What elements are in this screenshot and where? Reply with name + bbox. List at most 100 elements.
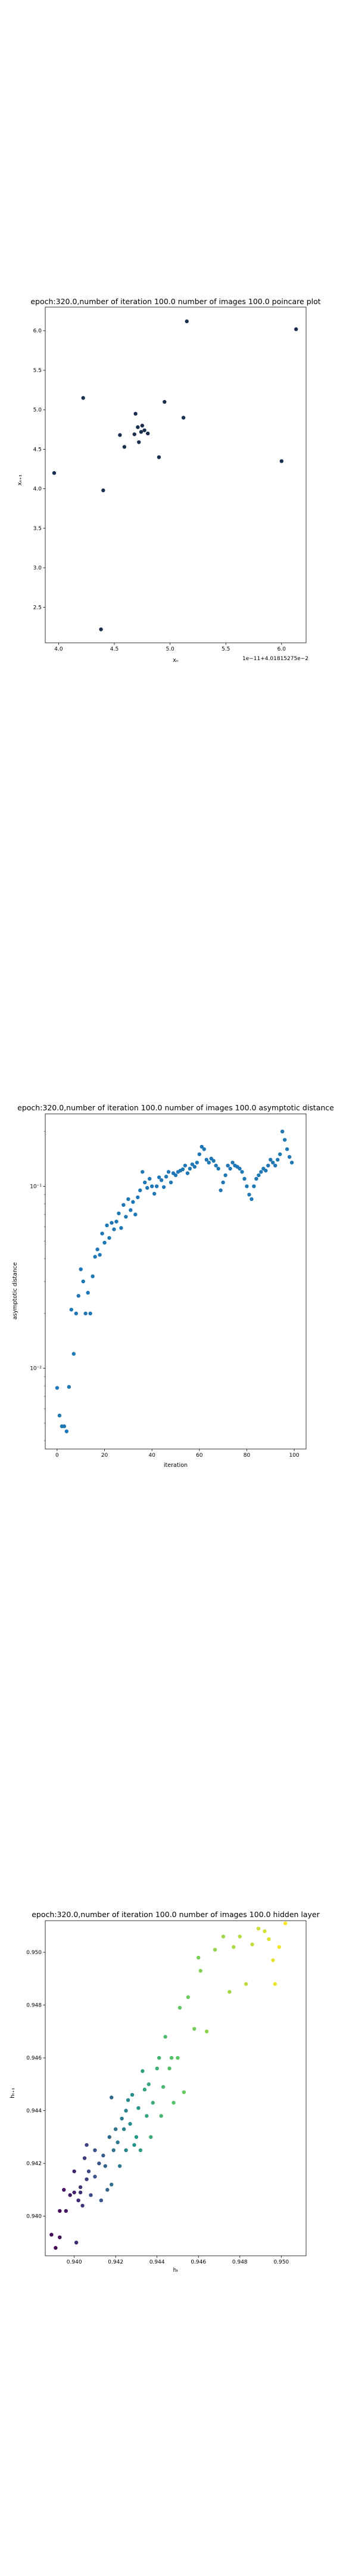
chart2-point bbox=[114, 1219, 119, 1224]
chart3-point bbox=[120, 2116, 124, 2121]
chart3-point bbox=[97, 2161, 101, 2166]
asymptotic-distance-plot: epoch:320.0,number of iteration 100.0 nu… bbox=[12, 1103, 334, 1469]
chart3-point bbox=[117, 2164, 122, 2168]
chart2-x-tick-label: 100 bbox=[289, 1453, 299, 1459]
chart1-point bbox=[157, 455, 161, 459]
chart2-point bbox=[126, 1197, 130, 1202]
chart1-point bbox=[132, 432, 136, 436]
chart2-point bbox=[252, 1184, 256, 1188]
chart3-point bbox=[136, 2106, 141, 2110]
chart2-point bbox=[88, 1311, 92, 1315]
chart2-point bbox=[74, 1311, 78, 1315]
chart2-x-tick-label: 60 bbox=[196, 1453, 203, 1459]
chart2-point bbox=[166, 1170, 171, 1174]
chart2-x-tick-label: 20 bbox=[101, 1453, 108, 1459]
chart2-y-tick-label: 10⁻² bbox=[30, 1366, 42, 1372]
chart1-point bbox=[146, 431, 150, 436]
chart3-point bbox=[244, 1982, 248, 1986]
chart3-x-tick-label: 0.948 bbox=[232, 2259, 248, 2265]
chart2-point bbox=[230, 1160, 235, 1165]
chart2-point bbox=[81, 1279, 85, 1284]
chart2-point bbox=[105, 1223, 109, 1228]
chart3-y-tick-label: 0.942 bbox=[26, 2161, 42, 2167]
chart2-point bbox=[86, 1290, 90, 1295]
chart3-point bbox=[198, 1968, 202, 1973]
chart2-point bbox=[64, 1429, 69, 1433]
chart1-point bbox=[140, 423, 145, 428]
chart2-point bbox=[247, 1193, 251, 1197]
chart3-point bbox=[89, 2193, 93, 2197]
chart3-point bbox=[93, 2175, 97, 2179]
chart3-point bbox=[238, 1934, 242, 1939]
chart3-point bbox=[204, 2029, 209, 2034]
chart2-point bbox=[145, 1185, 149, 1190]
chart3-point bbox=[149, 2135, 153, 2140]
chart2-point bbox=[254, 1176, 258, 1181]
chart3-point bbox=[186, 1995, 191, 1999]
chart3-point bbox=[176, 2055, 180, 2060]
chart2-y-tick-label: 10⁻¹ bbox=[30, 1184, 42, 1190]
chart2-y-label: asymptotic distance bbox=[12, 1262, 18, 1320]
chart3-point bbox=[271, 1958, 275, 1962]
chart1-point bbox=[142, 428, 146, 432]
chart3-point bbox=[103, 2164, 108, 2168]
chart2-point bbox=[259, 1170, 263, 1174]
chart3-point bbox=[283, 1921, 288, 1925]
chart3-y-tick-label: 0.944 bbox=[26, 2109, 42, 2114]
chart1-y-tick-label: 5.5 bbox=[33, 368, 42, 374]
chart3-point bbox=[107, 2135, 111, 2140]
chart2-point bbox=[190, 1162, 195, 1166]
chart2-point bbox=[245, 1184, 249, 1188]
chart1-point bbox=[52, 470, 57, 475]
chart1-y-tick-label: 3.0 bbox=[33, 565, 42, 571]
chart2-point bbox=[62, 1424, 67, 1429]
chart1-point bbox=[181, 416, 186, 420]
chart2-point bbox=[221, 1180, 225, 1185]
chart3-title: epoch:320.0,number of iteration 100.0 nu… bbox=[32, 1910, 320, 1919]
chart2-point bbox=[266, 1163, 270, 1168]
chart2-point bbox=[219, 1188, 223, 1193]
chart3-point bbox=[49, 2233, 54, 2237]
chart3-point bbox=[273, 1982, 277, 1986]
chart2-point bbox=[204, 1157, 208, 1162]
chart3-point bbox=[76, 2198, 80, 2203]
chart2-point bbox=[276, 1157, 280, 1162]
chart1-offset-text: 1e−11+4.01815275e−2 bbox=[242, 656, 308, 662]
chart2-point bbox=[242, 1176, 247, 1181]
chart3-point bbox=[138, 2148, 143, 2153]
chart2-point bbox=[129, 1208, 133, 1212]
chart3-point bbox=[157, 2055, 161, 2060]
chart2-point bbox=[79, 1267, 83, 1271]
chart2-point bbox=[71, 1352, 76, 1356]
chart1-point bbox=[294, 327, 298, 332]
chart1-point bbox=[122, 445, 127, 449]
chart3-point bbox=[142, 2088, 147, 2092]
chart2-point bbox=[112, 1227, 116, 1231]
chart3-point bbox=[169, 2055, 174, 2060]
chart2-point bbox=[157, 1175, 161, 1179]
chart3-point bbox=[155, 2066, 159, 2071]
chart3-point bbox=[105, 2188, 110, 2192]
hidden-layer-plot: epoch:320.0,number of iteration 100.0 nu… bbox=[10, 1910, 320, 2274]
chart2-x-label: iteration bbox=[164, 1462, 188, 1469]
chart2-point bbox=[223, 1173, 227, 1178]
chart2-point bbox=[209, 1156, 213, 1161]
chart1-point bbox=[185, 319, 189, 324]
chart2-point bbox=[67, 1385, 71, 1389]
chart3-point bbox=[177, 2005, 182, 2010]
chart2-point bbox=[207, 1160, 211, 1165]
chart3-point bbox=[78, 2190, 83, 2194]
chart3-point bbox=[68, 2193, 72, 2197]
chart3-point bbox=[213, 1948, 217, 1952]
chart2-point bbox=[107, 1236, 111, 1240]
chart2-point bbox=[69, 1308, 74, 1312]
chart3-point bbox=[58, 2235, 62, 2240]
chart3-point bbox=[80, 2203, 85, 2208]
chart1-point bbox=[279, 459, 284, 463]
chart3-x-tick-label: 0.940 bbox=[67, 2259, 82, 2265]
chart1-y-tick-label: 2.5 bbox=[33, 605, 42, 611]
chart2-point bbox=[278, 1152, 282, 1156]
chart1-x-tick-label: 6.0 bbox=[277, 646, 286, 652]
chart1-title: epoch:320.0,number of iteration 100.0 nu… bbox=[30, 297, 320, 306]
chart2-point bbox=[238, 1166, 242, 1171]
